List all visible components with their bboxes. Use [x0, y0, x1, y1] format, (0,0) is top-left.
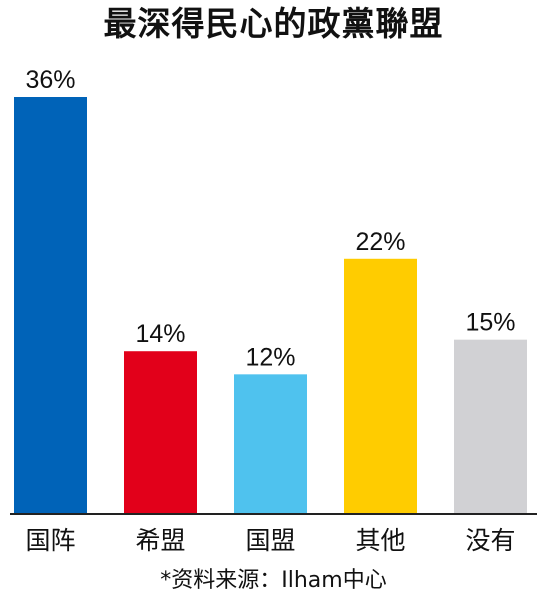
bar-3 [234, 374, 307, 513]
bar-4 [344, 258, 417, 513]
source-note: *资料来源：Ilham中心 [160, 568, 387, 593]
value-label-1: 36% [25, 66, 75, 94]
category-label-2: 希盟 [135, 526, 185, 555]
bar-1 [14, 97, 87, 513]
category-label-5: 没有 [465, 526, 515, 555]
value-label-4: 22% [355, 228, 405, 256]
bar-5 [454, 339, 527, 513]
value-label-5: 15% [465, 309, 515, 337]
category-label-3: 国盟 [245, 526, 295, 555]
value-label-3: 12% [245, 343, 295, 371]
bar-2 [124, 351, 197, 513]
category-label-1: 国阵 [25, 526, 75, 555]
category-label-4: 其他 [355, 526, 405, 555]
value-label-2: 14% [135, 320, 185, 348]
chart-title: 最深得民心的政黨聯盟 [103, 4, 444, 43]
